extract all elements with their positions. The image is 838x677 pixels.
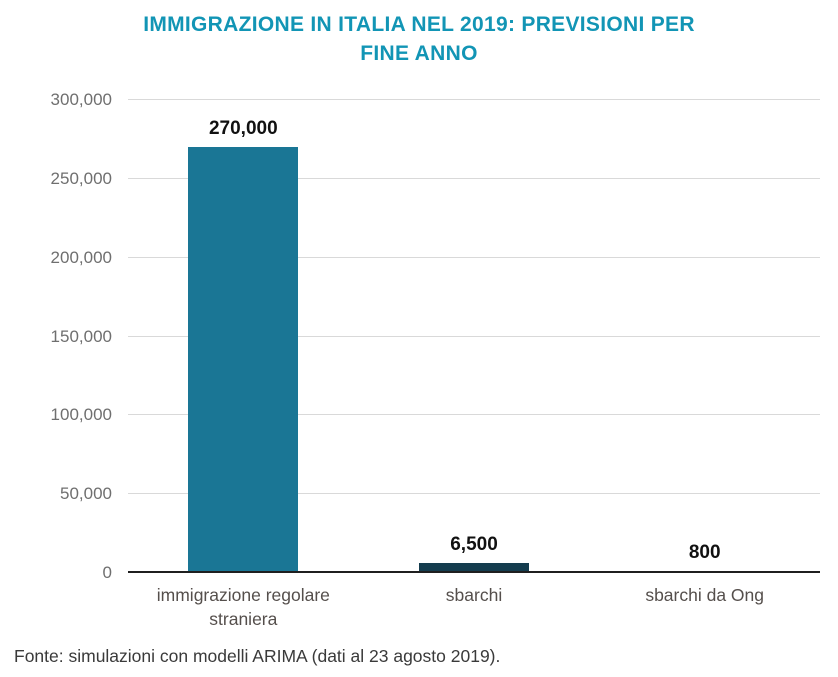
bar-value-label: 270,000 [208, 118, 278, 140]
bar-1 [188, 147, 299, 573]
x-axis-labels: immigrazione regolare straniera sbarchi sb… [128, 584, 820, 631]
y-axis: 0 50,000 100,000 150,000 200,000 250,000 300,0… [0, 90, 112, 582]
bar-2 [419, 562, 529, 573]
gridline [128, 493, 820, 495]
bar-value-label: 800 [688, 542, 721, 563]
bar-group: 270,000 [128, 100, 359, 573]
bar-value-label: 6,500 [450, 533, 498, 555]
chart-title: IMMIGRAZIONE IN ITALIA NEL 2019: PREVISI… [0, 10, 838, 69]
x-axis-line [128, 571, 820, 573]
gridline [128, 414, 820, 416]
y-tick-label: 200,000 [50, 247, 112, 267]
y-tick-label: 100,000 [50, 405, 112, 425]
x-axis-label: sbarchi [445, 585, 503, 605]
bar-group: 800 [589, 100, 820, 573]
y-tick-label: 300,000 [50, 90, 112, 109]
y-tick-label: 250,000 [50, 168, 112, 188]
gridline [128, 256, 820, 258]
gridline [128, 177, 820, 179]
y-tick-label: 50,000 [60, 484, 112, 504]
gridline [128, 335, 820, 337]
source-note: Fonte: simulazioni con modelli ARIMA (da… [14, 646, 501, 666]
bar-group: 6,500 [359, 100, 590, 573]
x-axis-label: immigrazione regolare straniera [156, 585, 330, 629]
y-tick-label: 0 [102, 563, 112, 582]
plot-area: 270,000 6,500 800 [128, 99, 820, 573]
chart-title-line2: FINE ANNO [360, 42, 478, 66]
chart-title-line1: IMMIGRAZIONE IN ITALIA NEL 2019: PREVISI… [143, 13, 695, 36]
bars: 270,000 6,500 800 [128, 100, 820, 573]
gridline [128, 99, 820, 100]
y-tick-label: 150,000 [50, 326, 112, 346]
x-axis-label: sbarchi da Ong [645, 585, 765, 605]
